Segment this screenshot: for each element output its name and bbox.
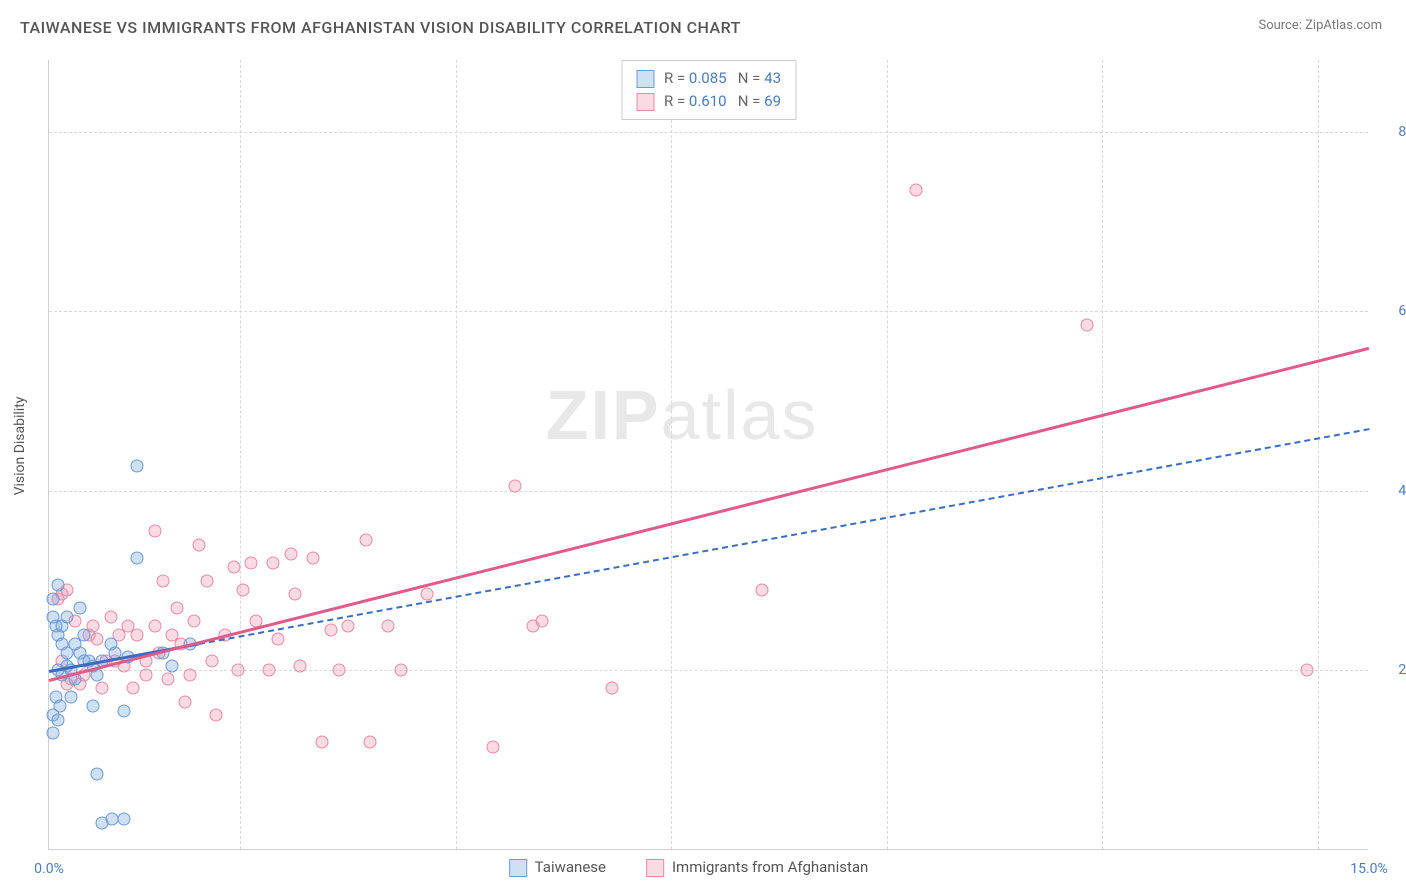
scatter-point-b <box>95 682 108 695</box>
scatter-point-a <box>87 700 100 713</box>
scatter-point-b <box>535 615 548 628</box>
scatter-point-b <box>245 556 258 569</box>
scatter-point-a <box>60 610 73 623</box>
scatter-point-b <box>1301 664 1314 677</box>
scatter-point-b <box>333 664 346 677</box>
scatter-point-b <box>364 736 377 749</box>
scatter-point-b <box>183 668 196 681</box>
scatter-point-b <box>179 695 192 708</box>
scatter-point-b <box>285 547 298 560</box>
scatter-point-b <box>909 184 922 197</box>
scatter-point-b <box>91 633 104 646</box>
scatter-point-a <box>51 713 64 726</box>
y-tick-label: 6.0% <box>1378 303 1406 319</box>
gridline-vertical <box>671 60 672 849</box>
scatter-point-b <box>509 480 522 493</box>
chart-title: TAIWANESE VS IMMIGRANTS FROM AFGHANISTAN… <box>20 18 741 37</box>
scatter-point-b <box>421 588 434 601</box>
plot-area: ZIPatlas R = 0.085 N = 43R = 0.610 N = 6… <box>48 60 1368 850</box>
gridline-horizontal <box>49 132 1368 133</box>
scatter-point-b <box>267 556 280 569</box>
scatter-point-b <box>315 736 328 749</box>
scatter-point-b <box>381 619 394 632</box>
scatter-point-b <box>170 601 183 614</box>
gridline-vertical <box>456 60 457 849</box>
scatter-point-a <box>91 767 104 780</box>
y-axis-label: Vision Disability <box>12 397 28 496</box>
scatter-point-b <box>192 538 205 551</box>
scatter-point-b <box>606 682 619 695</box>
legend-stat-row: R = 0.085 N = 43 <box>636 67 781 90</box>
gridline-horizontal <box>49 311 1368 312</box>
scatter-point-b <box>126 682 139 695</box>
scatter-point-a <box>51 579 64 592</box>
scatter-point-b <box>236 583 249 596</box>
scatter-point-a <box>117 704 130 717</box>
series-legend: Taiwanese Immigrants from Afghanistan <box>509 858 909 877</box>
gridline-vertical <box>1102 60 1103 849</box>
scatter-point-b <box>342 619 355 632</box>
scatter-point-b <box>131 628 144 641</box>
regression-line-a-dashed <box>198 428 1369 645</box>
scatter-point-b <box>210 709 223 722</box>
scatter-point-b <box>148 525 161 538</box>
watermark: ZIPatlas <box>546 375 819 455</box>
scatter-point-b <box>227 561 240 574</box>
scatter-point-a <box>47 727 60 740</box>
scatter-point-b <box>157 574 170 587</box>
gridline-horizontal <box>49 491 1368 492</box>
y-tick-label: 2.0% <box>1378 662 1406 678</box>
legend-series-item: Taiwanese <box>509 858 606 876</box>
scatter-point-b <box>188 615 201 628</box>
y-tick-label: 4.0% <box>1378 483 1406 499</box>
scatter-point-a <box>166 659 179 672</box>
scatter-point-b <box>232 664 245 677</box>
legend-swatch <box>636 70 654 88</box>
scatter-point-b <box>293 659 306 672</box>
scatter-point-b <box>201 574 214 587</box>
legend-series-item: Immigrants from Afghanistan <box>646 858 868 876</box>
gridline-vertical <box>1318 60 1319 849</box>
scatter-point-a <box>117 812 130 825</box>
scatter-point-a <box>78 628 91 641</box>
scatter-point-a <box>131 552 144 565</box>
scatter-point-b <box>487 740 500 753</box>
scatter-point-a <box>131 459 144 472</box>
scatter-point-b <box>289 588 302 601</box>
scatter-point-b <box>148 619 161 632</box>
legend-swatch <box>646 859 664 877</box>
legend-swatch <box>509 859 527 877</box>
source-label: Source: ZipAtlas.com <box>1258 18 1382 33</box>
regression-line-b <box>49 347 1370 682</box>
scatter-point-b <box>755 583 768 596</box>
scatter-point-b <box>104 610 117 623</box>
correlation-legend: R = 0.085 N = 43R = 0.610 N = 69 <box>621 60 796 120</box>
scatter-point-a <box>73 601 86 614</box>
y-tick-label: 8.0% <box>1378 124 1406 140</box>
scatter-point-b <box>271 633 284 646</box>
scatter-point-b <box>263 664 276 677</box>
scatter-point-b <box>139 668 152 681</box>
scatter-point-b <box>205 655 218 668</box>
scatter-point-b <box>359 534 372 547</box>
x-tick-label: 15.0% <box>1350 861 1388 877</box>
scatter-point-b <box>324 624 337 637</box>
gridline-vertical <box>240 60 241 849</box>
legend-swatch <box>636 93 654 111</box>
gridline-vertical <box>887 60 888 849</box>
chart-container: TAIWANESE VS IMMIGRANTS FROM AFGHANISTAN… <box>0 0 1406 892</box>
scatter-point-b <box>395 664 408 677</box>
gridline-horizontal <box>49 670 1368 671</box>
scatter-point-b <box>1081 318 1094 331</box>
scatter-point-a <box>65 691 78 704</box>
scatter-point-b <box>307 552 320 565</box>
legend-stat-row: R = 0.610 N = 69 <box>636 90 781 113</box>
scatter-point-a <box>47 592 60 605</box>
scatter-point-b <box>161 673 174 686</box>
x-tick-label: 0.0% <box>34 861 64 877</box>
